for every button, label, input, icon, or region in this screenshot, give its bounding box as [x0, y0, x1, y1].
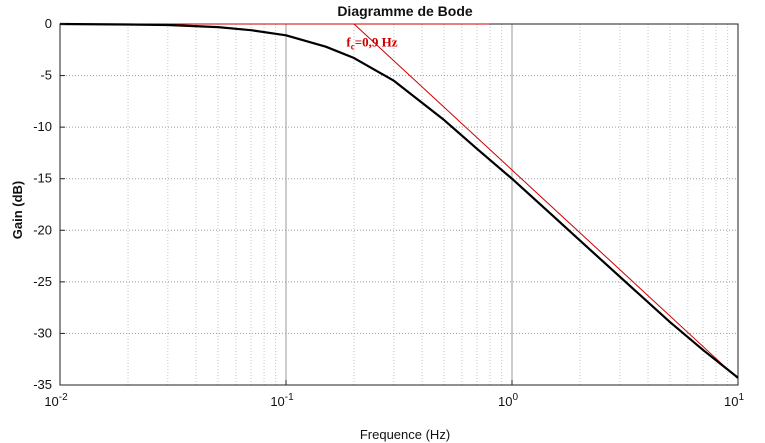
asymptote-line: [353, 23, 739, 380]
x-tick-label: 10-1: [270, 392, 294, 409]
annotations: fc=0,9 Hz: [346, 35, 397, 52]
grid: [60, 24, 738, 385]
gain-curve: [59, 22, 739, 379]
y-tick-label: 0: [45, 16, 52, 31]
plot-area: [60, 24, 738, 385]
y-tick-label: -35: [33, 377, 52, 392]
x-tick-label: 100: [498, 392, 518, 409]
x-tick-label: 10-2: [44, 392, 68, 409]
y-tick-label: -25: [33, 274, 52, 289]
y-tick-label: -30: [33, 325, 52, 340]
y-tick-label: -20: [33, 222, 52, 237]
x-tick-label: 101: [724, 392, 744, 409]
y-tick-labels: 0 -5 -10 -15 -20 -25 -30 -35: [33, 16, 65, 392]
series: [59, 22, 739, 379]
y-tick-label: -10: [33, 119, 52, 134]
y-tick-label: -5: [40, 68, 52, 83]
chart-title: Diagramme de Bode: [337, 3, 473, 19]
y-axis-label: Gain (dB): [10, 181, 25, 240]
x-axis-label: Frequence (Hz): [360, 427, 450, 442]
cutoff-annotation: fc=0,9 Hz: [346, 35, 397, 52]
y-tick-label: -15: [33, 171, 52, 186]
